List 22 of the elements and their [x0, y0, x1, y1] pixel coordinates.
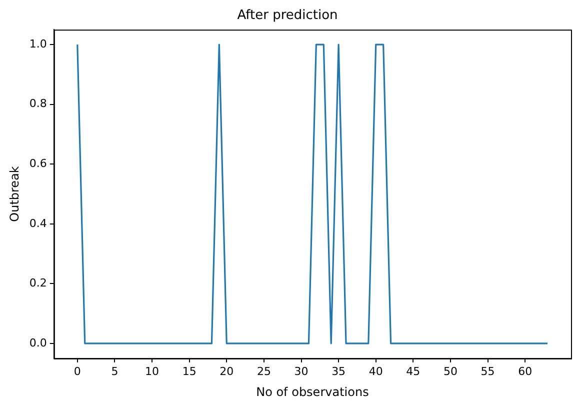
x-tick-label: 45 [406, 364, 420, 378]
x-tick-label: 20 [220, 364, 234, 378]
x-tick-label: 15 [182, 364, 196, 378]
y-tick-label: 1.0 [29, 37, 47, 50]
x-tick-label: 35 [332, 364, 346, 378]
chart-title: After prediction [237, 8, 338, 24]
x-tick-label: 50 [443, 364, 458, 378]
x-tick-label: 0 [74, 364, 81, 378]
y-tick-label: 0.2 [29, 276, 47, 290]
x-tick-label: 40 [368, 364, 383, 378]
y-axis-title: Outbreak [7, 166, 22, 222]
y-tick-label: 0.0 [29, 336, 47, 350]
x-tick-label: 25 [256, 364, 271, 378]
x-tick-label: 55 [480, 364, 495, 378]
x-tick-label: 5 [111, 364, 118, 378]
y-tick-label: 0.8 [29, 97, 47, 110]
y-tick-label: 0.6 [29, 156, 47, 170]
x-tick-label: 60 [518, 364, 532, 378]
x-axis-title: No of observations [256, 384, 369, 399]
x-tick-label: 10 [145, 364, 160, 378]
y-tick-label: 0.4 [29, 216, 47, 230]
x-tick-label: 30 [294, 364, 308, 378]
